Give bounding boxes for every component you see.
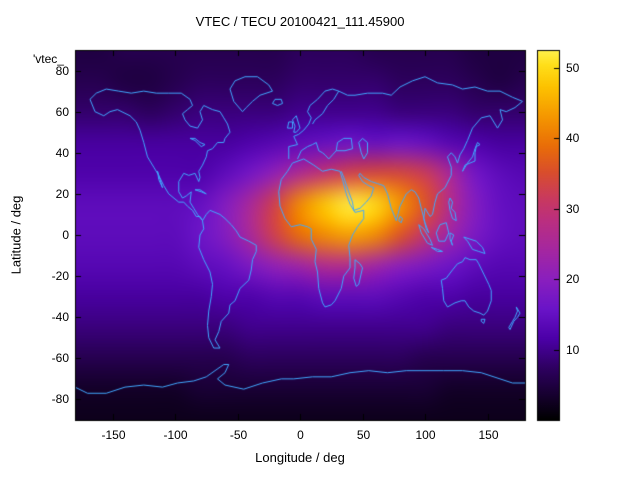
y-tick-label: 40	[55, 145, 69, 160]
y-tick-label: 60	[55, 104, 69, 119]
y-tick-label: 20	[55, 186, 69, 201]
y-axis-label: Latitude / deg	[8, 195, 24, 275]
colorbar-tick-label: 20	[566, 271, 580, 286]
y-tick-label: 80	[55, 63, 69, 78]
y-tick-label: -60	[51, 350, 69, 365]
y-tick-label: -40	[51, 309, 69, 324]
x-tick-label: -150	[101, 428, 126, 442]
colorbar-tick-label: 50	[566, 60, 580, 75]
x-tick-label: -50	[229, 428, 248, 442]
x-tick-label: 50	[356, 428, 371, 442]
x-axis-label: Longitude / deg	[255, 450, 345, 465]
colorbar-tick-label: 30	[566, 201, 580, 216]
y-tick-label: -20	[51, 268, 69, 283]
x-tick-label: 0	[297, 428, 304, 442]
colorbar-tick-label: 10	[566, 342, 580, 357]
x-tick-label: 100	[415, 428, 436, 442]
colorbar-tick-label: 40	[566, 130, 580, 145]
series-key-label: 'vtec_	[33, 52, 64, 66]
plot-title: VTEC / TECU 20100421_111.45900	[195, 14, 405, 29]
x-tick-label: -100	[163, 428, 188, 442]
x-tick-label: 150	[478, 428, 499, 442]
y-tick-label: -80	[51, 391, 69, 406]
y-tick-label: 0	[62, 227, 69, 242]
